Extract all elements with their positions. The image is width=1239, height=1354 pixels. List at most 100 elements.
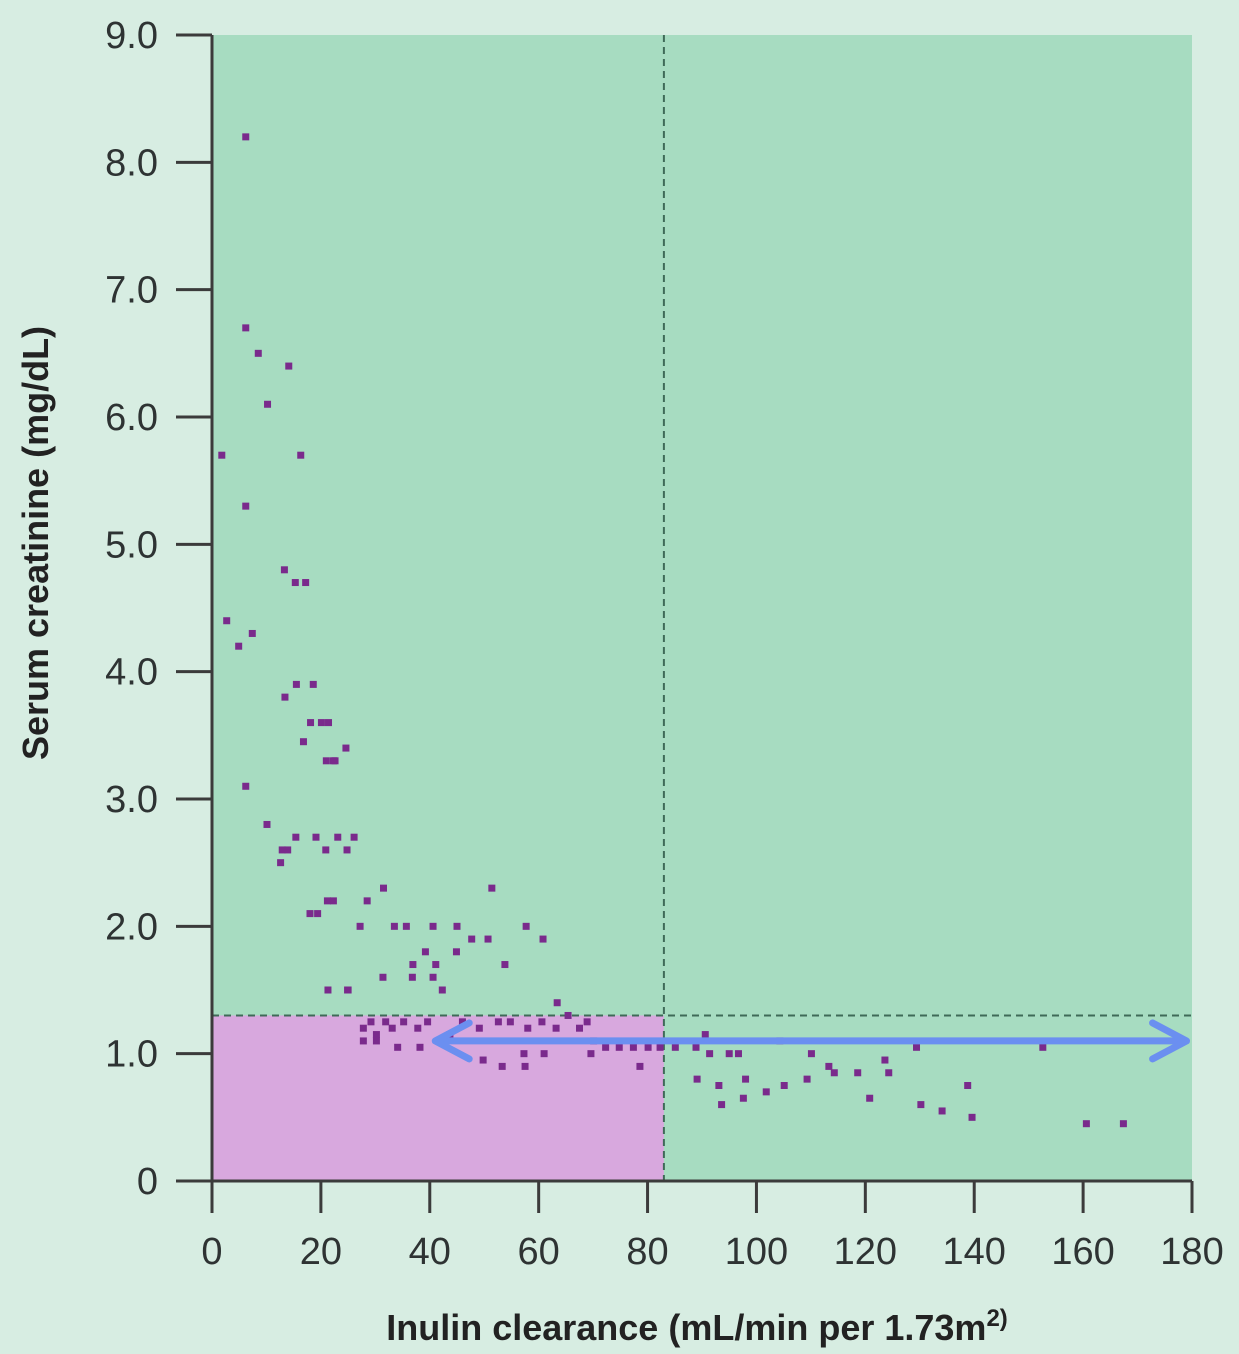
data-point <box>830 1069 838 1077</box>
data-point <box>438 986 446 994</box>
data-point <box>615 1043 623 1051</box>
x-tick-label: 160 <box>1051 1231 1114 1273</box>
data-point <box>506 1018 514 1026</box>
data-point <box>416 1043 424 1051</box>
data-point <box>424 1018 432 1026</box>
x-tick-label: 140 <box>943 1231 1006 1273</box>
data-point <box>390 922 398 930</box>
data-point <box>344 986 352 994</box>
arrow-head-left <box>431 1019 473 1063</box>
data-point <box>524 1024 532 1032</box>
data-point <box>468 935 476 943</box>
data-point <box>636 1062 644 1070</box>
data-point <box>701 1031 709 1039</box>
data-point <box>734 1050 742 1058</box>
x-tick-label: 120 <box>834 1231 897 1273</box>
data-point <box>1082 1120 1090 1128</box>
data-point <box>363 897 371 905</box>
x-tick-label: 100 <box>725 1231 788 1273</box>
data-point <box>780 1082 788 1089</box>
data-point <box>307 719 315 727</box>
y-tick-label: 7.0 <box>105 270 158 312</box>
data-point <box>334 833 342 841</box>
data-point <box>629 1043 637 1051</box>
data-point <box>964 1082 972 1089</box>
data-point <box>538 1018 546 1026</box>
data-point <box>587 1050 595 1058</box>
data-point <box>498 1062 506 1070</box>
data-point <box>762 1088 770 1096</box>
data-point <box>739 1094 747 1102</box>
data-point <box>402 922 410 930</box>
x-tick-label: 80 <box>626 1231 668 1273</box>
data-point <box>429 973 437 981</box>
data-point <box>379 973 387 981</box>
data-point <box>254 349 262 357</box>
data-point <box>242 782 250 790</box>
data-point <box>475 1024 483 1032</box>
data-point <box>356 922 364 930</box>
data-point <box>299 738 307 746</box>
data-point <box>494 1018 502 1026</box>
data-point <box>372 1031 380 1039</box>
data-point <box>248 629 256 637</box>
data-point <box>342 744 350 752</box>
data-point <box>866 1094 874 1102</box>
data-points <box>218 133 1127 1128</box>
y-tick-label: 1.0 <box>105 1034 158 1076</box>
data-point <box>715 1082 723 1089</box>
data-point <box>408 973 416 981</box>
data-point <box>223 617 231 625</box>
data-point <box>501 961 509 969</box>
plot-background <box>212 35 1192 1181</box>
plot-area <box>212 35 1192 1181</box>
data-point <box>409 961 417 969</box>
data-point <box>1119 1120 1127 1128</box>
data-point <box>1039 1043 1047 1051</box>
data-point <box>280 566 288 574</box>
data-point <box>309 680 317 688</box>
data-point <box>343 846 351 854</box>
data-point <box>359 1037 367 1045</box>
y-tick-label: 4.0 <box>105 652 158 694</box>
reference-lines <box>212 35 1192 1181</box>
data-point <box>742 1075 750 1083</box>
range-arrow <box>431 1019 1191 1063</box>
x-tick-label: 40 <box>409 1231 451 1273</box>
data-point <box>452 948 460 956</box>
data-point <box>540 1050 548 1058</box>
data-point <box>317 719 325 727</box>
data-point <box>539 935 547 943</box>
data-point <box>564 1011 572 1019</box>
data-point <box>278 846 286 854</box>
data-point <box>388 1024 396 1032</box>
data-point <box>291 579 299 587</box>
data-point <box>692 1043 700 1051</box>
data-point <box>322 757 330 765</box>
data-point <box>706 1050 714 1058</box>
data-point <box>488 884 496 892</box>
data-point <box>284 846 292 854</box>
data-point <box>602 1043 610 1051</box>
data-point <box>671 1043 679 1051</box>
y-tick-label: 8.0 <box>105 142 158 184</box>
data-point <box>458 1018 466 1026</box>
data-point <box>372 1037 380 1045</box>
x-axis-title-superscript: 2) <box>986 1305 1007 1332</box>
data-point <box>854 1069 862 1077</box>
data-point <box>583 1018 591 1026</box>
y-tick-label: 6.0 <box>105 397 158 439</box>
data-point <box>306 910 314 918</box>
data-point <box>242 502 250 510</box>
data-point <box>520 1050 528 1058</box>
data-point <box>325 719 333 727</box>
data-point <box>725 1050 733 1058</box>
data-point <box>881 1056 889 1064</box>
data-point <box>359 1024 367 1032</box>
axes <box>176 33 1194 1213</box>
data-point <box>281 693 289 701</box>
data-point <box>432 961 440 969</box>
data-point <box>825 1062 833 1070</box>
data-point <box>644 1043 652 1051</box>
